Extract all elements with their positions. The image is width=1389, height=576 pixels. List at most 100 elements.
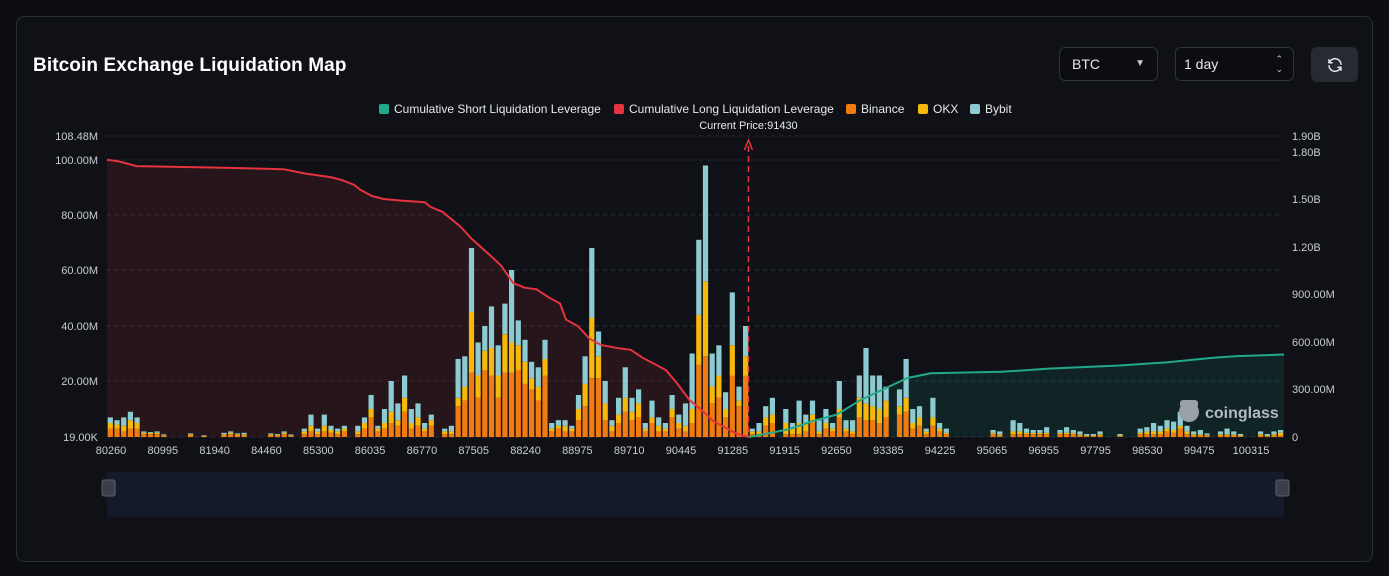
bar-okx <box>335 431 341 435</box>
bar-okx <box>141 432 147 435</box>
range-slider-track[interactable] <box>107 472 1284 517</box>
bar-okx <box>321 425 327 432</box>
bar-binance <box>107 428 113 437</box>
bar-bybit <box>1164 420 1170 429</box>
bar-bybit <box>676 414 682 423</box>
bar-bybit <box>803 414 809 423</box>
bar-bybit <box>1204 433 1210 435</box>
bar-bybit <box>288 434 294 436</box>
bar-okx <box>281 432 287 435</box>
bar-okx <box>522 361 528 384</box>
bar-binance <box>629 420 635 437</box>
legend-label-okx[interactable]: OKX <box>933 102 958 116</box>
bar-bybit <box>1077 431 1083 435</box>
bar-binance <box>636 417 642 437</box>
bar-bybit <box>569 425 575 429</box>
bar-bybit <box>662 423 668 429</box>
y-left-tick-label: 100.00M <box>55 155 98 167</box>
bar-okx <box>188 434 194 436</box>
bar-binance <box>1231 435 1237 438</box>
bar-okx <box>1057 432 1063 435</box>
bar-bybit <box>315 428 321 432</box>
bar-okx <box>943 432 949 435</box>
bar-bybit <box>910 409 916 423</box>
bar-okx <box>916 417 923 426</box>
bar-binance <box>575 420 582 437</box>
bar-bybit <box>1237 434 1244 436</box>
symbol-select[interactable]: BTC ▼ <box>1059 47 1158 81</box>
bar-okx <box>462 386 468 401</box>
x-tick-label: 94225 <box>925 445 956 457</box>
bar-binance <box>1017 434 1023 438</box>
legend-swatch-long[interactable] <box>614 104 624 114</box>
y-right-tick-label: 900.00M <box>1292 289 1335 301</box>
legend-swatch-short[interactable] <box>379 104 389 114</box>
bar-bybit <box>943 428 949 433</box>
bar-binance <box>328 432 334 437</box>
legend-label-binance[interactable]: Binance <box>861 102 905 116</box>
range-slider-left-handle[interactable] <box>101 479 116 497</box>
bar-binance <box>335 434 341 438</box>
legend-swatch-binance[interactable] <box>846 104 856 114</box>
chart-card: Bitcoin Exchange Liquidation Map BTC ▼ 1… <box>16 16 1373 562</box>
bar-bybit <box>1097 431 1103 435</box>
legend-swatch-okx[interactable] <box>918 104 928 114</box>
bar-okx <box>809 414 816 423</box>
bar-bybit <box>937 423 943 429</box>
bar-bybit <box>301 428 307 432</box>
long-liquidation-area <box>107 159 749 438</box>
bar-binance <box>562 431 568 437</box>
x-tick-label: 85300 <box>303 445 334 457</box>
bar-bybit <box>749 428 755 432</box>
bar-okx <box>134 423 140 429</box>
bar-bybit <box>582 356 588 384</box>
bar-binance <box>943 434 949 438</box>
bar-okx <box>455 397 461 407</box>
range-slider-right-handle[interactable] <box>1275 479 1290 497</box>
period-select[interactable]: 1 day ⌃ ⌄ <box>1175 47 1294 81</box>
bar-binance <box>1217 435 1224 438</box>
bar-okx <box>990 432 996 435</box>
refresh-button[interactable] <box>1311 47 1358 82</box>
bar-bybit <box>141 431 147 433</box>
bar-bybit <box>649 400 655 418</box>
y-right-tick-label: 1.80B <box>1292 147 1321 159</box>
bar-okx <box>1090 435 1096 437</box>
bar-bybit <box>602 381 608 404</box>
bar-okx <box>381 423 388 429</box>
bar-okx <box>870 406 876 421</box>
x-tick-label: 92650 <box>821 445 852 457</box>
bar-bybit <box>769 397 775 415</box>
legend-swatch-bybit[interactable] <box>970 104 980 114</box>
bar-binance <box>997 435 1003 438</box>
x-tick-label: 100315 <box>1233 445 1270 457</box>
bar-okx <box>301 431 307 435</box>
bar-binance <box>134 428 140 437</box>
bar-okx <box>154 432 160 435</box>
x-tick-label: 93385 <box>873 445 904 457</box>
bar-bybit <box>1191 431 1197 435</box>
bar-bybit <box>836 381 842 409</box>
bar-okx <box>883 400 889 418</box>
legend-label-bybit[interactable]: Bybit <box>985 102 1012 116</box>
bar-binance <box>475 397 481 437</box>
bar-binance <box>669 417 675 437</box>
legend-label-long[interactable]: Cumulative Long Liquidation Leverage <box>629 102 834 116</box>
legend-label-short[interactable]: Cumulative Short Liquidation Leverage <box>394 102 601 116</box>
bar-binance <box>301 434 307 438</box>
bar-okx <box>328 430 334 433</box>
y-right-tick-label: 1.50B <box>1292 194 1321 206</box>
bar-bybit <box>642 423 648 429</box>
bar-bybit <box>876 375 882 409</box>
bar-binance <box>602 420 608 437</box>
bar-binance <box>1090 436 1096 437</box>
bar-okx <box>629 411 635 421</box>
bar-bybit <box>234 433 240 435</box>
bar-okx <box>1097 434 1103 436</box>
bar-bybit <box>328 425 334 430</box>
x-tick-label: 96955 <box>1028 445 1059 457</box>
bar-bybit <box>509 270 515 343</box>
bar-bybit <box>502 303 508 335</box>
bar-bybit <box>134 417 140 423</box>
bar-okx <box>515 345 521 371</box>
